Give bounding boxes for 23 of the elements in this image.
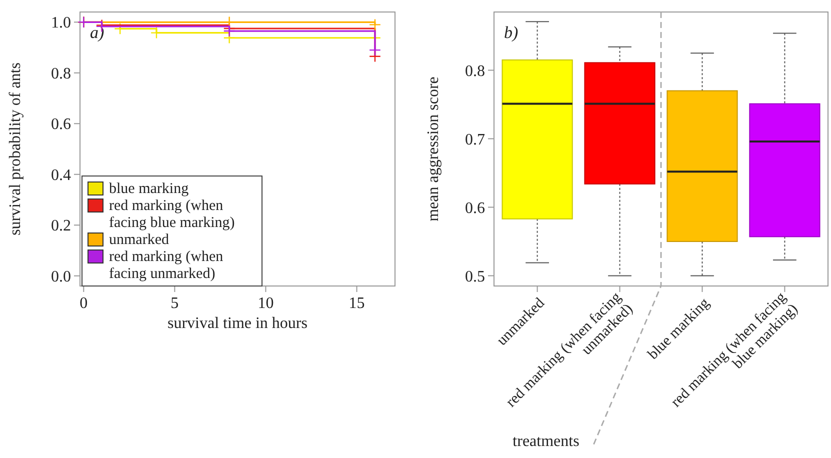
x-axis-title: survival time in hours bbox=[168, 315, 308, 332]
y-axis-title: mean aggression score bbox=[425, 76, 442, 222]
y-tick-label: 0.6 bbox=[51, 116, 71, 134]
y-tick-label: 0.8 bbox=[51, 65, 71, 82]
y-axis-title: survival probability of ants bbox=[7, 62, 24, 236]
y-tick-label: 0.0 bbox=[51, 268, 71, 286]
legend-label: unmarked bbox=[109, 232, 170, 248]
y-tick-label: 0.7 bbox=[465, 131, 485, 148]
x-axis-title: treatments bbox=[512, 433, 580, 450]
y-tick-label: 0.4 bbox=[51, 166, 71, 184]
y-tick-label: 0.6 bbox=[465, 200, 485, 217]
y-tick-label: 0.8 bbox=[465, 62, 485, 80]
y-tick-label: 0.2 bbox=[51, 218, 71, 235]
x-tick-label: 10 bbox=[258, 295, 274, 312]
text: b) bbox=[504, 23, 518, 42]
legend-label: blue marking bbox=[109, 181, 190, 197]
legend-label: red marking (when facing unmarked) bbox=[109, 249, 224, 282]
x-tick-label: 5 bbox=[170, 295, 179, 312]
legend-label: red marking (when facing blue marking) bbox=[109, 198, 235, 231]
y-tick-label: 1.0 bbox=[51, 14, 71, 32]
x-tick-label: 0 bbox=[80, 295, 88, 312]
x-tick-label: 15 bbox=[348, 295, 365, 312]
y-tick-label: 0.5 bbox=[465, 268, 485, 286]
